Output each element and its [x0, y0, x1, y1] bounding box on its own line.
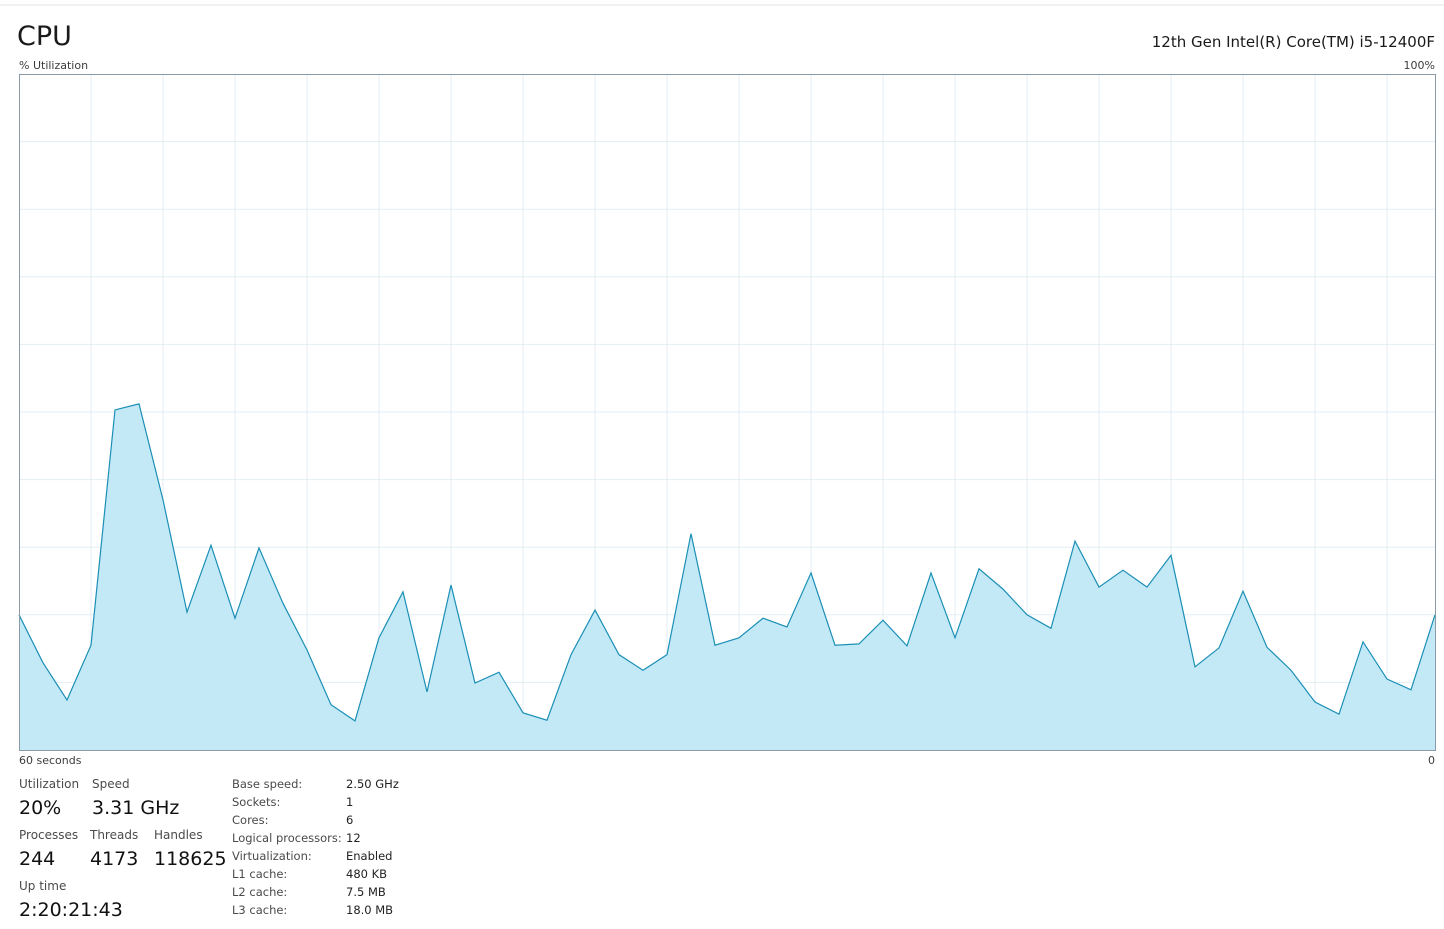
detail-value: Enabled [346, 849, 392, 863]
stat-label: Processes [19, 828, 78, 842]
stat-label: Utilization [19, 777, 79, 791]
y-axis-label: % Utilization [19, 59, 88, 72]
detail-value: 18.0 MB [346, 903, 393, 917]
detail-label: Virtualization: [232, 849, 312, 863]
detail-value: 1 [346, 795, 353, 809]
details: Base speed: 2.50 GHz Sockets: 1 Cores: 6 Logic… [232, 777, 399, 917]
stat-value: 3.31 GHz [92, 797, 179, 819]
x-axis-end: 0 [1428, 754, 1435, 767]
detail-label: Cores: [232, 813, 268, 827]
stat-value: 20% [19, 797, 61, 819]
plot [18, 403, 1436, 750]
detail-value: 480 KB [346, 867, 387, 881]
stat-label: Speed [92, 777, 130, 791]
utilization-area [19, 403, 1435, 750]
page-title: CPU [17, 21, 72, 52]
x-axis-start: 60 seconds [19, 754, 82, 767]
detail-value: 7.5 MB [346, 885, 386, 899]
utilization-line [18, 403, 1436, 722]
stat-value: 118625 [154, 848, 227, 870]
processor-name: 12th Gen Intel(R) Core(TM) i5-12400F [1152, 33, 1435, 51]
detail-label: Logical processors: [232, 831, 342, 845]
stat-label: Threads [89, 828, 138, 842]
detail-label: L3 cache: [232, 903, 287, 917]
detail-label: Base speed: [232, 777, 302, 791]
y-tick-label: 100% [1404, 59, 1435, 72]
detail-label: Sockets: [232, 795, 280, 809]
chart-frame [19, 74, 1436, 751]
detail-value: 12 [346, 831, 361, 845]
detail-value: 6 [346, 813, 353, 827]
detail-label: L2 cache: [232, 885, 287, 899]
stat-label: Up time [19, 879, 66, 893]
stat-value: 244 [19, 848, 55, 870]
stat-value: 2:20:21:43 [19, 899, 123, 921]
detail-value: 2.50 GHz [346, 777, 399, 791]
stat-value: 4173 [90, 848, 138, 870]
detail-label: L1 cache: [232, 867, 287, 881]
stats: Utilization 20% Speed 3.31 GHz Processes 244 T… [19, 777, 227, 921]
stat-label: Handles [154, 828, 203, 842]
